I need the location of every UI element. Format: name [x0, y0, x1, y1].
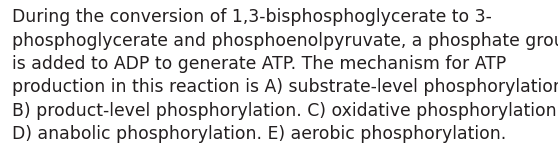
- Text: During the conversion of 1,3-bisphosphoglycerate to 3-
phosphoglycerate and phos: During the conversion of 1,3-bisphosphog…: [12, 8, 558, 143]
